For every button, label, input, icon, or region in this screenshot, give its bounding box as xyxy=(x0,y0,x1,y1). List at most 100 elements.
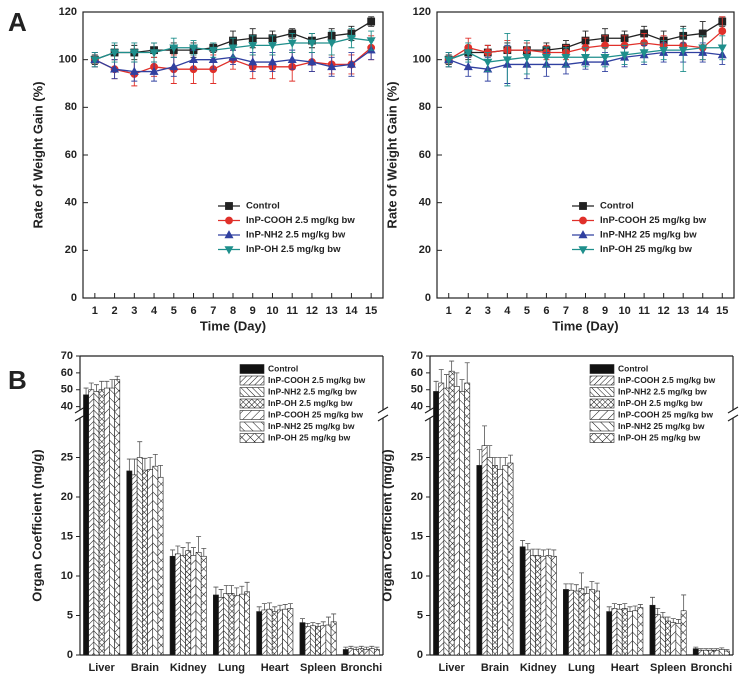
y-tick-label: 80 xyxy=(419,101,431,113)
y-tick-label: 5 xyxy=(417,609,423,621)
marker xyxy=(463,61,473,71)
bar xyxy=(492,465,498,656)
legend-label: InP-COOH 2.5 mg/kg bw xyxy=(246,215,355,226)
error-bar xyxy=(348,645,354,649)
error-bar xyxy=(213,586,219,595)
error-bar xyxy=(267,602,273,610)
marker xyxy=(110,49,120,58)
legend-label: InP-COOH 25 mg/kg bw xyxy=(600,215,707,226)
error-bar xyxy=(551,549,557,557)
error-bar xyxy=(627,606,633,612)
marker xyxy=(639,49,649,58)
marker xyxy=(541,53,551,63)
marker xyxy=(578,230,588,239)
marker xyxy=(502,56,512,65)
x-tick-label: 10 xyxy=(266,305,278,317)
error-bar xyxy=(364,646,370,650)
error-bar xyxy=(579,572,584,589)
legend-label: InP-NH2 25 mg/kg bw xyxy=(600,230,697,241)
legend-label: Control xyxy=(246,201,280,212)
y-axis-label: Organ Coefficient (mg/g) xyxy=(379,449,394,601)
error-bar xyxy=(568,583,574,591)
bar xyxy=(325,624,332,656)
bar xyxy=(287,608,294,656)
marker xyxy=(346,34,356,44)
error-bar xyxy=(508,454,514,464)
bar xyxy=(299,622,306,656)
error-bar xyxy=(487,445,493,458)
x-tick-label: Kidney xyxy=(170,662,208,674)
x-tick-label: Heart xyxy=(611,662,639,674)
legend-swatch xyxy=(239,398,265,409)
y-tick-label: 40 xyxy=(61,401,73,413)
marker xyxy=(169,61,179,71)
error-bar xyxy=(464,362,470,383)
error-bar xyxy=(196,536,202,553)
bar xyxy=(594,590,600,656)
marker xyxy=(366,37,376,46)
legend-swatch xyxy=(239,421,265,432)
bar xyxy=(315,626,321,656)
marker xyxy=(444,56,454,65)
bar xyxy=(519,546,526,656)
legend-label: Control xyxy=(268,363,298,373)
legend-label: InP-COOH 2.5 mg/kg bw xyxy=(268,375,366,385)
bar xyxy=(126,470,133,656)
bar xyxy=(540,555,547,656)
error-bar xyxy=(310,622,316,626)
x-tick-label: Liver xyxy=(88,662,115,674)
bar xyxy=(507,462,514,656)
x-tick-label: 6 xyxy=(543,305,549,317)
error-bar xyxy=(353,646,359,650)
bar xyxy=(453,386,460,656)
error-bar xyxy=(454,372,460,387)
marker xyxy=(90,56,100,65)
x-tick-label: Brain xyxy=(131,662,159,674)
error-bar xyxy=(632,605,638,611)
bar xyxy=(131,474,138,656)
bar xyxy=(228,593,235,656)
error-bar xyxy=(109,379,115,389)
x-tick-label: 3 xyxy=(485,305,491,317)
legend-label: InP-COOH 25 mg/kg bw xyxy=(618,409,713,419)
bar xyxy=(443,387,450,656)
error-bar xyxy=(180,547,186,556)
bar xyxy=(616,608,623,656)
marker xyxy=(228,44,238,53)
y-tick-label: 25 xyxy=(411,451,423,463)
panel-label: B xyxy=(8,365,27,395)
legend-label: InP-OH 25 mg/kg bw xyxy=(268,432,351,442)
y-tick-label: 120 xyxy=(59,6,77,18)
bar xyxy=(88,389,95,656)
bar xyxy=(200,555,207,656)
error-bar xyxy=(170,549,176,557)
legend-label: InP-COOH 2.5 mg/kg bw xyxy=(618,375,716,385)
marker xyxy=(698,44,708,53)
error-bar xyxy=(190,547,196,556)
bar xyxy=(218,597,225,656)
error-bar xyxy=(358,645,364,649)
legend-label: InP-NH2 2.5 mg/kg bw xyxy=(268,386,357,396)
bar xyxy=(98,389,105,656)
error-bar xyxy=(343,646,349,650)
error-bar xyxy=(563,583,569,590)
bar xyxy=(718,649,725,656)
error-bar xyxy=(622,603,628,609)
x-tick-label: 11 xyxy=(286,305,298,317)
x-tick-label: 7 xyxy=(210,305,216,317)
x-tick-label: Brain xyxy=(481,662,509,674)
error-bar xyxy=(147,457,153,470)
bar xyxy=(448,370,455,656)
y-tick-label: 10 xyxy=(411,570,423,582)
marker xyxy=(367,17,376,26)
bar xyxy=(670,622,677,656)
legend-swatch xyxy=(239,375,265,386)
marker xyxy=(600,53,610,63)
marker xyxy=(327,61,337,71)
error-bar xyxy=(229,585,234,594)
marker xyxy=(224,246,234,255)
bar xyxy=(169,555,176,656)
x-tick-label: Spleen xyxy=(300,662,336,674)
x-tick-label: 5 xyxy=(171,305,177,317)
